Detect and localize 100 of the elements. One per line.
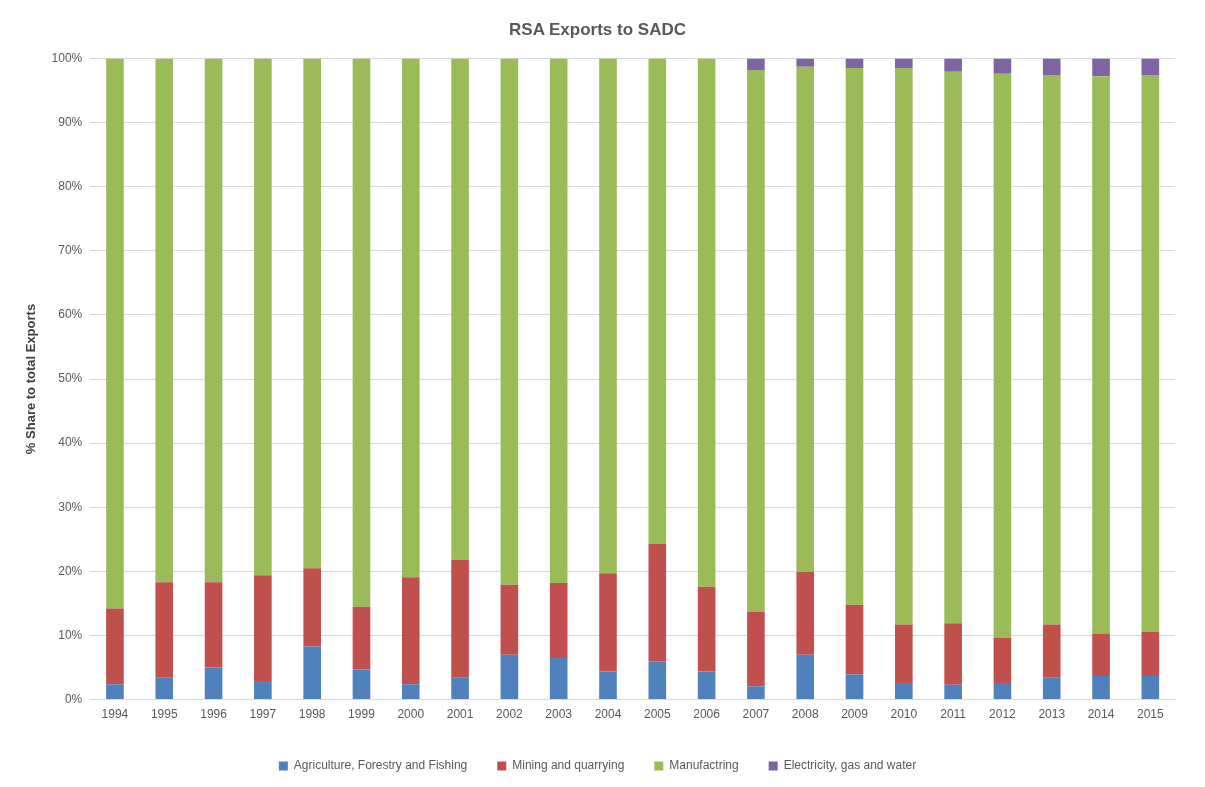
bar	[993, 58, 1012, 74]
bar	[697, 671, 716, 700]
y-tick-label: 100%	[51, 50, 83, 65]
x-tick-label: 1995	[150, 707, 178, 722]
x-tick-label: 2008	[791, 707, 819, 722]
bar	[944, 71, 962, 624]
x-tick-label: 2003	[545, 707, 573, 722]
bar	[845, 604, 864, 675]
bar	[944, 684, 962, 700]
bar	[648, 58, 667, 544]
bar	[796, 66, 815, 572]
bar	[1042, 624, 1061, 678]
bar	[895, 624, 913, 683]
legend-label: Manufactring	[669, 758, 739, 773]
bar	[944, 58, 962, 72]
y-tick-label: 40%	[58, 435, 83, 450]
bar	[1092, 76, 1110, 634]
bar	[747, 58, 765, 70]
bar	[993, 682, 1012, 700]
bar	[204, 58, 223, 583]
y-tick-label: 70%	[58, 243, 83, 258]
bar	[155, 58, 174, 583]
x-tick-label: 1998	[298, 707, 326, 722]
bar	[599, 573, 617, 672]
bar	[1042, 75, 1061, 625]
bar	[549, 582, 568, 658]
x-tick-label: 2007	[742, 707, 770, 722]
bar	[1092, 675, 1110, 700]
y-tick-label: 80%	[58, 178, 83, 193]
bar	[599, 671, 617, 700]
bar	[1092, 633, 1110, 676]
bar	[796, 572, 815, 655]
bar	[993, 73, 1012, 639]
bar	[895, 68, 913, 625]
legend-label: Mining and quarrying	[512, 758, 625, 773]
bar	[106, 58, 124, 609]
x-tick-label: 2000	[397, 707, 425, 722]
bar	[352, 606, 371, 670]
bar	[500, 654, 519, 700]
x-tick-label: 2013	[1038, 707, 1066, 722]
y-axis-title: % Share to total Exports	[23, 303, 39, 455]
y-tick-label: 0%	[64, 691, 83, 706]
x-tick-label: 2015	[1137, 707, 1165, 722]
bar	[599, 58, 617, 574]
bar	[155, 677, 174, 700]
x-tick-label: 1997	[249, 707, 277, 722]
x-tick-label: 2012	[989, 707, 1017, 722]
bar	[352, 58, 371, 607]
bar	[303, 58, 321, 569]
bar	[254, 575, 272, 682]
bar	[1042, 677, 1061, 700]
x-tick-label: 2014	[1087, 707, 1115, 722]
bar	[204, 667, 223, 700]
bar	[549, 58, 568, 583]
bar	[747, 611, 765, 687]
bar	[401, 684, 420, 700]
bar	[451, 559, 469, 678]
bar	[106, 608, 124, 685]
bar	[204, 582, 223, 668]
bar	[1141, 58, 1160, 76]
bar	[1042, 58, 1061, 76]
bar	[747, 686, 765, 700]
bar	[401, 577, 420, 685]
bar	[845, 58, 864, 69]
x-tick-label: 1994	[101, 707, 129, 722]
bar	[352, 669, 371, 700]
bar	[895, 682, 913, 700]
legend-label: Electricity, gas and water	[783, 758, 917, 773]
bar	[648, 661, 667, 700]
x-tick-label: 2005	[643, 707, 671, 722]
bar	[155, 582, 174, 678]
x-tick-label: 2009	[841, 707, 869, 722]
x-tick-label: 2010	[890, 707, 918, 722]
bar	[697, 58, 716, 587]
bar	[895, 58, 913, 69]
chart-title: RSA Exports to SADC	[509, 19, 686, 39]
bar	[944, 623, 962, 685]
bar	[993, 638, 1012, 683]
x-tick-label: 1999	[348, 707, 376, 722]
x-tick-label: 2006	[693, 707, 721, 722]
bar	[1092, 58, 1110, 77]
bar	[1141, 675, 1160, 700]
bar	[254, 58, 272, 576]
x-tick-label: 2011	[940, 707, 967, 722]
bar	[500, 584, 519, 655]
bar	[648, 543, 667, 662]
x-tick-label: 2002	[496, 707, 524, 722]
y-tick-label: 90%	[58, 114, 83, 129]
bar	[303, 646, 321, 700]
y-tick-label: 20%	[58, 563, 83, 578]
x-tick-label: 2001	[446, 707, 474, 722]
bar	[697, 586, 716, 672]
bar	[796, 654, 815, 700]
bar	[401, 58, 420, 578]
legend-label: Agriculture, Forestry and Fishing	[293, 758, 468, 773]
y-tick-label: 30%	[58, 499, 83, 514]
bar	[747, 69, 765, 612]
y-tick-label: 50%	[58, 371, 83, 386]
y-tick-label: 60%	[58, 307, 83, 322]
bar	[106, 684, 124, 700]
